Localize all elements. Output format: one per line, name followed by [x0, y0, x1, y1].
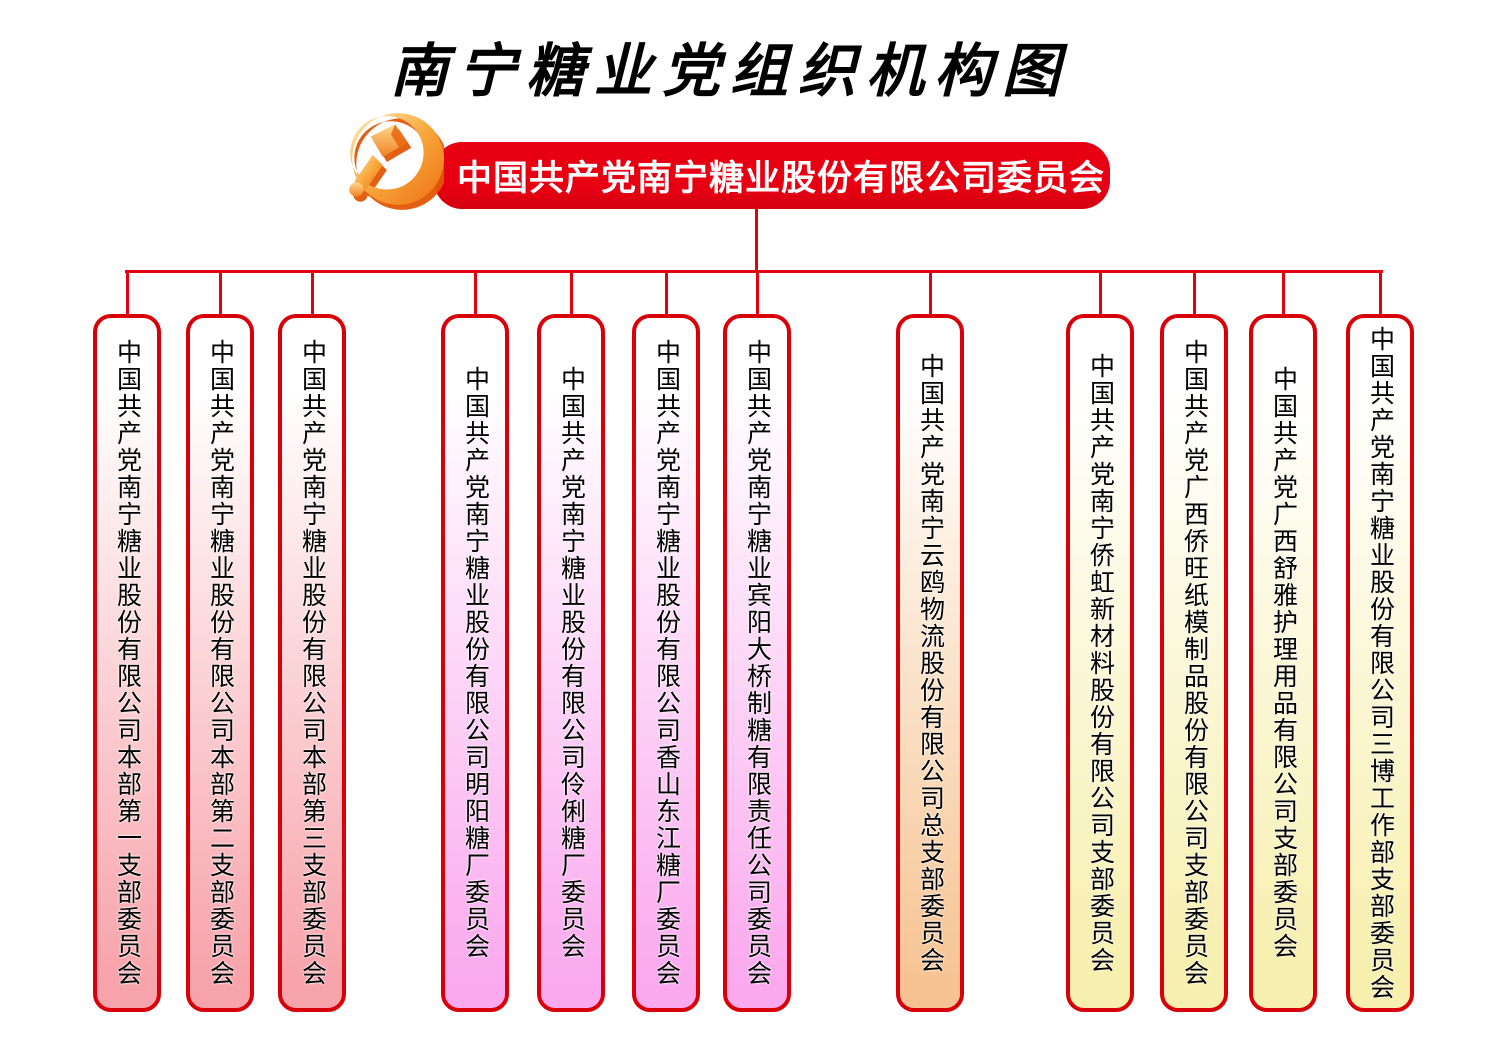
branch-box: 中国共产党南宁糖业股份有限公司本部第三支部委员会 [278, 314, 346, 1012]
branch-box: 中国共产党南宁云鸥物流股份有限公司总支部委员会 [896, 314, 964, 1012]
connector-drop [218, 272, 222, 315]
branch-label: 中国共产党南宁糖业股份有限公司香山东江糖厂委员会 [652, 339, 681, 987]
connector-drop [473, 272, 477, 315]
hammer-facet-shape [390, 124, 408, 151]
connector-drop [928, 272, 932, 315]
branch-box: 中国共产党南宁侨虹新材料股份有限公司支部委员会 [1066, 314, 1134, 1012]
page-title: 南宁糖业党组织机构图 [389, 37, 1070, 105]
connector-horizontal [125, 270, 1383, 273]
branch-box: 中国共产党南宁糖业宾阳大桥制糖有限责任公司委员会 [723, 314, 791, 1012]
connector-drop [1192, 272, 1196, 315]
handle-knob-shape [349, 182, 364, 197]
branch-label: 中国共产党南宁糖业股份有限公司伶俐糖厂委员会 [557, 366, 586, 960]
connector-drop [569, 272, 573, 315]
branch-box: 中国共产党南宁糖业股份有限公司香山东江糖厂委员会 [632, 314, 700, 1012]
connector-drop [1378, 272, 1382, 315]
branch-label: 中国共产党南宁糖业股份有限公司明阳糖厂委员会 [461, 366, 490, 960]
branch-box: 中国共产党南宁糖业股份有限公司明阳糖厂委员会 [441, 314, 509, 1012]
branch-label: 中国共产党南宁糖业股份有限公司本部第三支部委员会 [298, 339, 327, 987]
sickle-shape [350, 113, 444, 205]
branch-label: 中国共产党南宁云鸥物流股份有限公司总支部委员会 [916, 352, 945, 974]
branch-label: 中国共产党南宁糖业股份有限公司本部第一支部委员会 [113, 339, 142, 987]
branch-box: 中国共产党广西侨旺纸模制品股份有限公司支部委员会 [1160, 314, 1228, 1012]
connector-drop [664, 272, 668, 315]
hammer-handle-shape [354, 154, 383, 192]
branch-label: 中国共产党南宁糖业股份有限公司本部第二支部委员会 [206, 339, 235, 987]
connector-drop [1098, 272, 1102, 315]
branch-box: 中国共产党广西舒雅护理用品有限公司支部委员会 [1249, 314, 1317, 1012]
connector-drop [310, 272, 314, 315]
connector-drop [1281, 272, 1285, 315]
branch-label: 中国共产党南宁糖业宾阳大桥制糖有限责任公司委员会 [743, 339, 772, 987]
branch-box: 中国共产党南宁糖业股份有限公司本部第二支部委员会 [186, 314, 254, 1012]
branch-label: 中国共产党南宁糖业股份有限公司三博工作部支部委员会 [1366, 325, 1395, 1001]
connector-drop [755, 272, 759, 315]
connector-trunk [755, 208, 758, 272]
branch-box: 中国共产党南宁糖业股份有限公司伶俐糖厂委员会 [537, 314, 605, 1012]
branch-label: 中国共产党广西舒雅护理用品有限公司支部委员会 [1269, 366, 1298, 960]
branch-label: 中国共产党广西侨旺纸模制品股份有限公司支部委员会 [1180, 339, 1209, 987]
connector-drop [125, 272, 129, 315]
branch-label: 中国共产党南宁侨虹新材料股份有限公司支部委员会 [1086, 352, 1115, 974]
branch-box: 中国共产党南宁糖业股份有限公司三博工作部支部委员会 [1346, 314, 1414, 1012]
party-emblem-icon [349, 113, 444, 210]
root-committee-banner: 中国共产党南宁糖业股份有限公司委员会 [434, 142, 1110, 209]
branch-box: 中国共产党南宁糖业股份有限公司本部第一支部委员会 [93, 314, 161, 1012]
